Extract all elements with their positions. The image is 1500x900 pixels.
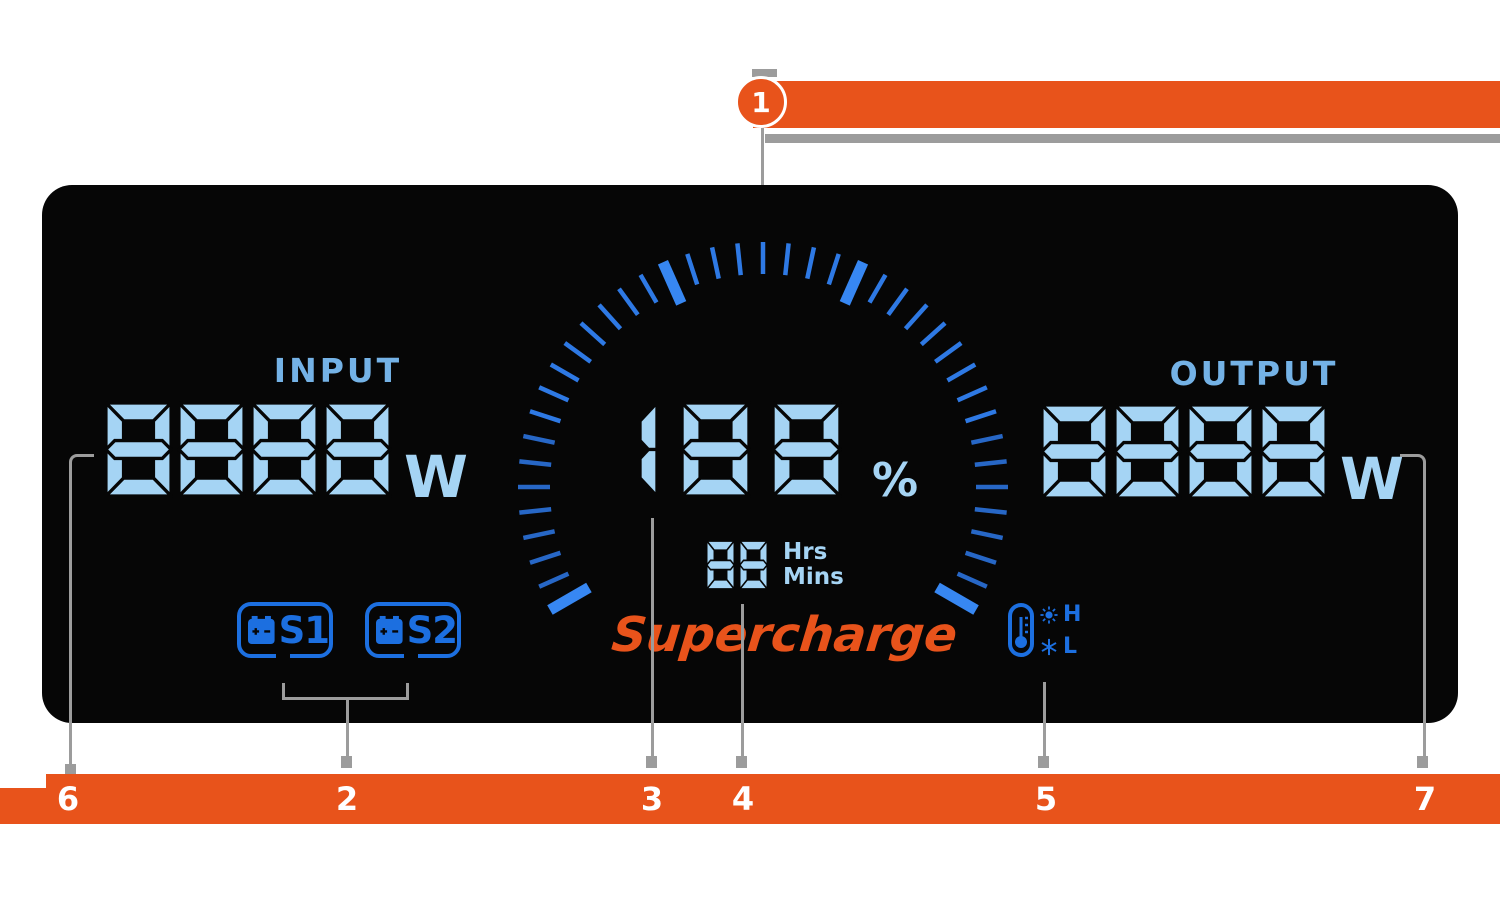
callout-2-line (345, 700, 349, 758)
callout-4-line (740, 604, 744, 758)
callout-2-bracket-left (281, 683, 285, 700)
badge-border-gap (276, 654, 291, 658)
callout-1-bar (753, 81, 1500, 128)
time-unit-minutes: Mins (783, 564, 844, 590)
callout-6-line (68, 453, 94, 778)
callout-bottom-bar (0, 774, 1500, 824)
temperature-low-row: L (1040, 636, 1081, 658)
input-label: INPUT (273, 351, 403, 390)
callout-1-bar-shadow (765, 134, 1500, 143)
callout-number-7: 7 (1413, 780, 1437, 818)
callout-1-badge: 1 (735, 76, 787, 128)
callout-number-4: 4 (731, 780, 755, 818)
callout-number-5: 5 (1034, 780, 1058, 818)
bottom-bar-notch (0, 774, 46, 788)
time-remaining-display: Hrs Mins (706, 540, 844, 590)
output-label: OUTPUT (1169, 354, 1339, 393)
battery-icon (248, 615, 275, 645)
battery-percent-display: % (637, 401, 919, 507)
callout-1-number: 1 (751, 85, 771, 119)
callout-2-bracket-bottom (281, 697, 409, 700)
battery-icon (376, 615, 403, 645)
battery-slot-1-label: S1 (278, 608, 330, 652)
battery-slot-2-badge: S2 (365, 602, 461, 658)
output-wattage-digits (1040, 403, 1328, 500)
temperature-high-label: H (1063, 602, 1082, 627)
callout-6-foot (64, 764, 76, 775)
callout-3-line (650, 518, 654, 758)
temperature-low-label: L (1063, 634, 1078, 659)
callout-number-3: 3 (640, 780, 664, 818)
input-wattage-digits (104, 401, 392, 498)
callout-7-line (1400, 453, 1426, 762)
battery-percent-unit: % (872, 452, 919, 507)
heat-sun-icon (1040, 606, 1058, 624)
temperature-indicator: H L (1008, 603, 1081, 659)
output-wattage-unit: W (1340, 444, 1404, 513)
time-unit-hours: Hrs (783, 539, 828, 565)
callout-2-bracket-right (405, 683, 409, 700)
thermometer-icon (1008, 603, 1034, 657)
callout-5-line (1042, 682, 1046, 758)
time-remaining-digits (706, 540, 768, 590)
callout-number-2: 2 (335, 780, 359, 818)
callout-5-foot (1038, 756, 1049, 768)
input-wattage-unit: W (404, 442, 468, 511)
battery-percent-digits (637, 401, 842, 498)
time-remaining-units: Hrs Mins (783, 540, 844, 590)
input-wattage-display: W (104, 401, 468, 506)
callout-2-foot (341, 756, 352, 768)
cold-snowflake-icon (1041, 638, 1057, 656)
callout-number-6: 6 (56, 780, 80, 818)
battery-slot-1-badge: S1 (237, 602, 333, 658)
output-wattage-display: W (1040, 403, 1404, 508)
callout-7-foot (1417, 756, 1428, 768)
callout-1-tab (752, 69, 777, 77)
callout-4-foot (736, 756, 747, 768)
temperature-levels: H L (1040, 603, 1081, 659)
battery-gauge-ring (518, 242, 1008, 615)
brand-text: Supercharge (609, 607, 960, 663)
battery-slot-2-label: S2 (406, 608, 458, 652)
temperature-high-row: H (1040, 604, 1081, 626)
callout-3-foot (646, 756, 657, 768)
badge-border-gap (404, 654, 419, 658)
